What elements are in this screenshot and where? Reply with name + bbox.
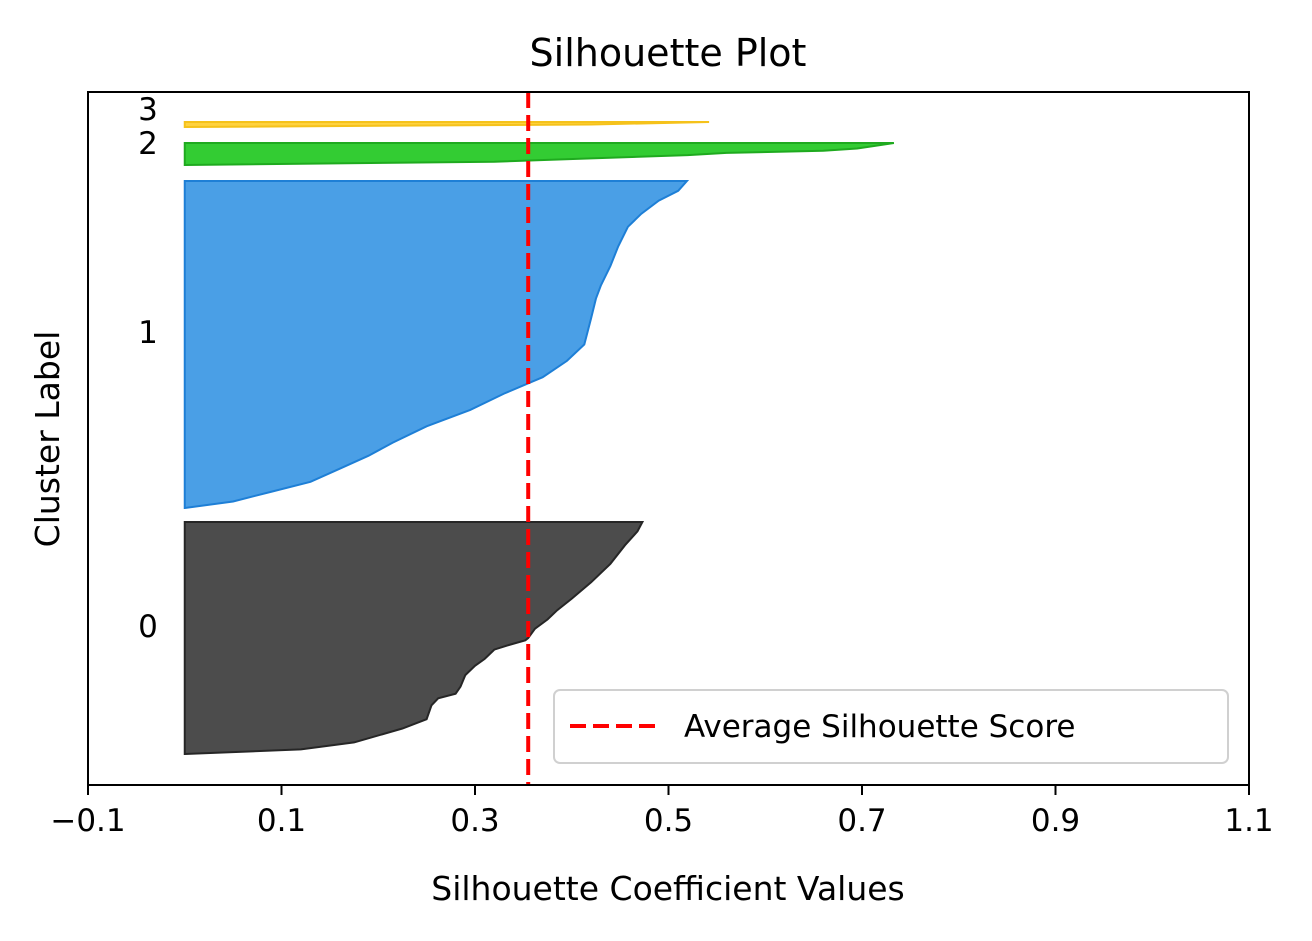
x-tick-label: 0.1 <box>257 803 306 839</box>
x-tick-label: −0.1 <box>50 803 125 839</box>
cluster-label-3: 3 <box>138 92 158 128</box>
cluster-1-silhouette <box>183 180 690 509</box>
cluster-label-2: 2 <box>138 126 158 162</box>
legend: Average Silhouette Score <box>553 689 1229 764</box>
x-tick-label: 1.1 <box>1224 803 1273 839</box>
cluster-2-silhouette <box>183 142 895 166</box>
cluster-label-1: 1 <box>138 315 158 351</box>
x-axis-label: Silhouette Coefficient Values <box>431 869 905 908</box>
chart-title: Silhouette Plot <box>530 31 807 75</box>
y-axis-label: Cluster Label <box>28 331 67 548</box>
cluster-label-0: 0 <box>138 609 158 645</box>
x-tick-label: 0.3 <box>450 803 499 839</box>
x-tick-label: 0.7 <box>837 803 886 839</box>
x-tick-label: 0.5 <box>644 803 693 839</box>
legend-box <box>553 689 1229 764</box>
x-axis-ticks: −0.1 0.1 0.3 0.5 0.7 0.9 1.1 <box>50 785 1274 839</box>
cluster-labels: 0 1 23 <box>138 92 158 645</box>
cluster-3-silhouette <box>183 121 710 128</box>
x-tick-label: 0.9 <box>1031 803 1080 839</box>
legend-label-average: Average Silhouette Score <box>684 709 1075 745</box>
